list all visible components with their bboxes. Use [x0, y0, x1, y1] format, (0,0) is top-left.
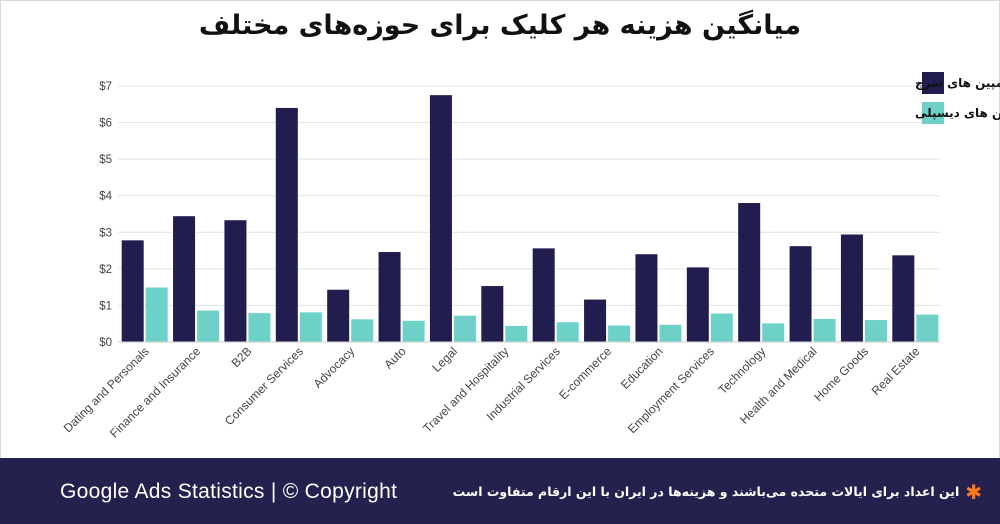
legend-swatch-display [922, 102, 944, 124]
bar-display [916, 314, 939, 342]
bar-search [275, 107, 298, 342]
bar-display [608, 325, 631, 342]
bar-search [481, 286, 504, 342]
bar-display [813, 318, 836, 342]
y-tick-label: $7 [99, 81, 112, 93]
x-tick-label: Education [618, 344, 666, 392]
x-tick-label: Technology [715, 344, 768, 397]
footer-brand: Google Ads Statistics | © Copyright [60, 480, 398, 503]
x-tick-label: E-commerce [556, 344, 614, 402]
asterisk-icon: ✱ [965, 479, 982, 504]
bar-search [429, 95, 452, 343]
bar-display [710, 313, 733, 342]
chart-title: میانگین هزینه هر کلیک برای حوزه‌های مختل… [198, 10, 802, 41]
y-tick-label: $1 [99, 300, 112, 312]
legend-label-display: میانگین هزینه هر کلیک در کمپین های دیسپل… [915, 106, 1000, 120]
y-tick-label: $4 [99, 191, 112, 203]
bar-chart: $0 $1 $2 $3 $4 $5 $6 $7 Dating and PersonalsFina… [61, 72, 1000, 440]
bar-search [738, 203, 761, 342]
x-tick-label: Advocacy [311, 344, 358, 391]
x-tick-label: Travel and Hospitality [420, 344, 511, 435]
bar-search [224, 220, 247, 342]
bar-display [505, 325, 528, 342]
footer-bar: Google Ads Statistics | © Copyright ✱ ای… [0, 458, 1000, 524]
bar-search [892, 255, 915, 342]
bar-search [789, 246, 812, 342]
bar-display [145, 287, 168, 342]
y-tick-label: $3 [99, 227, 112, 239]
bar-search [327, 289, 350, 342]
bar-display [659, 324, 682, 342]
bar-search [686, 267, 709, 342]
footer-note: ✱ این اعداد برای ایالات متحده می‌باشند و… [452, 479, 982, 504]
x-tick-label: Dating and Personals [61, 344, 152, 435]
bar-display [248, 313, 271, 342]
bar-search [532, 248, 555, 342]
x-tick-label: Real Estate [869, 344, 923, 398]
legend-label-search: میانگین هزینه هر کلیک در کمپین های سرچ [915, 76, 1000, 90]
bar-search [121, 240, 144, 342]
bar-search [378, 252, 401, 342]
x-tick-label: Home Goods [811, 344, 871, 404]
bar-display [197, 310, 220, 342]
x-tick-label: B2B [229, 344, 255, 370]
bar-display [299, 312, 322, 342]
y-tick-label: $0 [99, 337, 112, 349]
bar-display [762, 323, 785, 342]
legend-swatch-search [922, 72, 944, 94]
bar-display [402, 320, 425, 342]
bar-display [864, 320, 887, 342]
footer-note-text: این اعداد برای ایالات متحده می‌باشند و ه… [452, 484, 960, 499]
x-tick-label: Legal [429, 344, 460, 375]
bar-search [173, 216, 196, 342]
bar-search [584, 299, 607, 342]
x-tick-label: Finance and Insurance [107, 344, 203, 440]
bar-search [840, 234, 863, 342]
bar-display [453, 315, 476, 342]
bar-display [556, 322, 579, 342]
y-tick-label: $2 [99, 264, 112, 276]
y-tick-label: $5 [99, 154, 112, 166]
bar-display [351, 319, 374, 342]
bar-search [635, 254, 658, 342]
y-tick-label: $6 [99, 118, 112, 130]
x-tick-label: Employment Services [625, 344, 717, 436]
x-tick-label: Auto [381, 344, 409, 372]
